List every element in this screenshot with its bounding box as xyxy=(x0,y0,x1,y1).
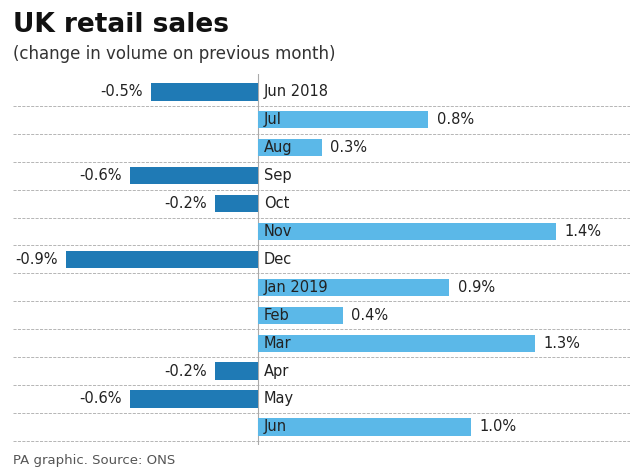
Text: -0.2%: -0.2% xyxy=(164,196,207,211)
Text: Jun: Jun xyxy=(264,419,287,435)
Bar xyxy=(130,390,258,407)
Text: 0.8%: 0.8% xyxy=(436,112,474,128)
Bar xyxy=(258,111,428,129)
Bar xyxy=(215,195,258,212)
Text: PA graphic. Source: ONS: PA graphic. Source: ONS xyxy=(13,455,175,467)
Text: -0.5%: -0.5% xyxy=(100,84,143,99)
Bar xyxy=(66,251,258,268)
Bar xyxy=(151,83,258,100)
Text: Dec: Dec xyxy=(264,252,292,267)
Text: 1.3%: 1.3% xyxy=(543,336,580,351)
Bar xyxy=(130,167,258,184)
Text: Mar: Mar xyxy=(264,336,292,351)
Bar xyxy=(215,362,258,380)
Bar xyxy=(258,335,534,352)
Text: -0.6%: -0.6% xyxy=(79,168,122,183)
Text: Aug: Aug xyxy=(264,140,292,155)
Text: -0.2%: -0.2% xyxy=(164,364,207,378)
Text: 1.0%: 1.0% xyxy=(479,419,516,435)
Bar xyxy=(258,418,470,436)
Text: Feb: Feb xyxy=(264,308,290,323)
Text: Jun 2018: Jun 2018 xyxy=(264,84,329,99)
Bar xyxy=(258,223,556,240)
Text: Jan 2019: Jan 2019 xyxy=(264,280,329,295)
Bar xyxy=(258,139,322,157)
Text: May: May xyxy=(264,391,294,407)
Bar xyxy=(258,307,343,324)
Text: (change in volume on previous month): (change in volume on previous month) xyxy=(13,45,335,63)
Text: -0.6%: -0.6% xyxy=(79,391,122,407)
Text: Apr: Apr xyxy=(264,364,289,378)
Text: Nov: Nov xyxy=(264,224,292,239)
Text: Oct: Oct xyxy=(264,196,289,211)
Text: 1.4%: 1.4% xyxy=(564,224,602,239)
Text: -0.9%: -0.9% xyxy=(15,252,58,267)
Text: UK retail sales: UK retail sales xyxy=(13,12,229,38)
Text: 0.4%: 0.4% xyxy=(351,308,388,323)
Text: Jul: Jul xyxy=(264,112,282,128)
Text: 0.3%: 0.3% xyxy=(330,140,367,155)
Bar xyxy=(258,278,449,296)
Text: 0.9%: 0.9% xyxy=(458,280,495,295)
Text: Sep: Sep xyxy=(264,168,292,183)
